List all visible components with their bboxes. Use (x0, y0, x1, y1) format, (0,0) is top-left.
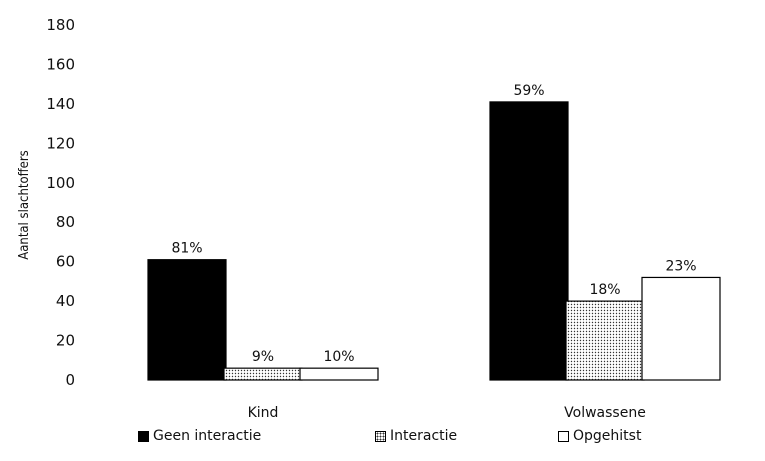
data-label: 10% (323, 349, 354, 365)
legend: Geen interactie Interactie Opgehitst (0, 428, 765, 456)
y-tick-label: 180 (46, 16, 75, 34)
y-tick-label: 120 (46, 134, 75, 152)
category-label: Volwassene (564, 405, 646, 421)
bar-kind-geen-interactie (147, 259, 227, 381)
data-label: 9% (252, 349, 274, 365)
bars (147, 101, 721, 381)
legend-swatch-solid (138, 430, 149, 442)
y-tick-label: 100 (46, 174, 75, 192)
data-label: 23% (665, 258, 696, 274)
legend-label: Opgehitst (573, 428, 642, 444)
data-labels: 81% 9% 10% 59% 18% 23% (171, 83, 696, 365)
legend-item-geen-interactie: Geen interactie (138, 428, 261, 444)
legend-swatch-white (558, 430, 569, 442)
bar-volwassene-interactie (565, 300, 645, 381)
y-tick-label: 20 (56, 332, 75, 350)
bar-kind-interactie (223, 367, 303, 381)
category-label: Kind (248, 405, 279, 421)
y-axis-ticks: 0 20 40 60 80 100 120 140 160 180 (46, 16, 75, 389)
y-tick-label: 60 (56, 253, 75, 271)
legend-label: Geen interactie (153, 428, 262, 444)
y-tick-label: 160 (46, 55, 75, 73)
legend-item-opgehitst: Opgehitst (558, 428, 641, 444)
bar-volwassene-geen-interactie (489, 101, 569, 381)
y-tick-label: 0 (65, 371, 75, 389)
y-tick-label: 80 (56, 213, 75, 231)
y-tick-label: 40 (56, 292, 75, 310)
bar-chart: Aantal slachtoffers 0 20 40 60 80 100 120 140 16… (17, 16, 721, 421)
legend-label: Interactie (390, 428, 458, 444)
legend-item-interactie: Interactie (375, 428, 457, 444)
data-label: 18% (589, 282, 620, 298)
data-label: 81% (171, 241, 202, 257)
bar-kind-opgehitst (299, 367, 379, 381)
legend-swatch-dotted (375, 430, 386, 442)
data-label: 59% (513, 83, 544, 99)
category-labels: Kind Volwassene (248, 405, 646, 421)
y-tick-label: 140 (46, 95, 75, 113)
bar-volwassene-opgehitst (641, 276, 721, 381)
y-axis-label: Aantal slachtoffers (17, 150, 32, 260)
